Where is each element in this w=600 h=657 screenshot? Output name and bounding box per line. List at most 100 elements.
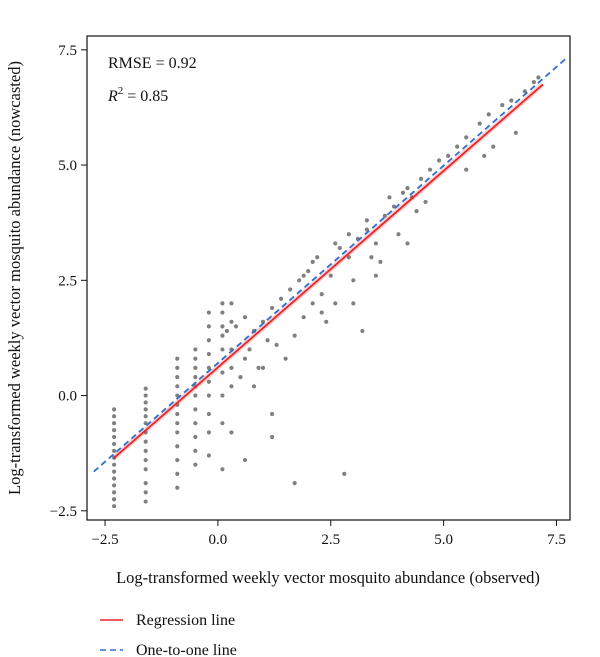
- data-point: [292, 481, 297, 486]
- data-point: [111, 483, 117, 488]
- data-point: [220, 324, 225, 329]
- y-tick-label: 2.5: [58, 273, 77, 289]
- data-point: [193, 448, 198, 453]
- y-tick-label: 5.0: [58, 158, 77, 174]
- y-axis: −2.5 0.0 2.5 5.0 7.5: [50, 43, 87, 520]
- data-point: [229, 384, 234, 389]
- data-point: [175, 457, 180, 463]
- data-point: [175, 421, 180, 426]
- data-point: [206, 430, 211, 435]
- data-point: [319, 310, 324, 315]
- data-point: [193, 393, 198, 398]
- data-point: [193, 434, 198, 440]
- regression-line: [113, 83, 544, 459]
- data-point: [220, 310, 225, 315]
- x-axis-title: Log-transformed weekly vector mosquito a…: [116, 568, 540, 587]
- data-point: [486, 112, 491, 117]
- data-point: [175, 485, 180, 490]
- plot-frame: [86, 35, 571, 521]
- data-point: [446, 153, 451, 158]
- rmse-annotation: RMSE = 0.92: [108, 55, 197, 72]
- data-point: [111, 448, 117, 453]
- data-point: [220, 421, 225, 426]
- data-point: [206, 393, 211, 398]
- data-point: [229, 365, 234, 370]
- data-point: [387, 195, 392, 200]
- data-point: [193, 462, 198, 467]
- data-point: [111, 490, 117, 495]
- data-point: [175, 375, 180, 380]
- data-point: [513, 130, 518, 135]
- data-point: [400, 190, 406, 195]
- data-point: [269, 411, 275, 417]
- data-point: [220, 333, 225, 338]
- data-point: [310, 301, 315, 306]
- legend-label-regression: Regression line: [136, 612, 235, 629]
- data-point: [111, 428, 117, 433]
- data-point: [247, 347, 252, 352]
- data-point: [206, 453, 211, 458]
- data-point: [143, 490, 148, 495]
- y-tick-label: −2.5: [50, 504, 77, 520]
- data-point: [242, 356, 248, 361]
- data-point: [229, 319, 234, 324]
- data-point: [238, 375, 243, 380]
- data-point: [111, 421, 117, 426]
- data-point: [206, 411, 211, 417]
- data-point: [143, 386, 148, 391]
- x-tick-label: 7.5: [547, 532, 566, 548]
- data-point: [251, 384, 257, 389]
- data-point: [482, 153, 487, 158]
- data-point: [351, 278, 356, 283]
- data-point: [111, 441, 117, 447]
- data-point: [351, 301, 356, 306]
- data-point: [297, 278, 302, 283]
- data-point: [509, 98, 514, 103]
- data-point: [269, 305, 275, 311]
- data-point: [143, 457, 148, 463]
- data-point: [283, 356, 288, 361]
- data-point: [193, 347, 198, 352]
- data-point: [242, 457, 248, 463]
- data-point: [256, 365, 261, 370]
- data-point: [418, 176, 424, 181]
- data-point: [143, 448, 148, 453]
- data-point: [405, 186, 410, 191]
- data-point: [373, 273, 378, 278]
- data-point: [333, 241, 338, 246]
- data-point: [206, 379, 211, 384]
- data-point: [265, 338, 270, 343]
- data-point: [346, 232, 351, 237]
- data-point: [193, 407, 198, 412]
- data-point: [369, 255, 374, 260]
- data-point: [260, 319, 266, 324]
- data-point: [220, 467, 225, 472]
- data-point: [111, 504, 117, 509]
- data-point: [360, 328, 365, 334]
- data-point: [346, 255, 351, 260]
- x-tick-label: 5.0: [434, 532, 453, 548]
- data-point: [477, 121, 482, 126]
- data-point: [175, 384, 180, 389]
- legend: Regression line One-to-one line: [100, 612, 237, 657]
- data-point: [531, 79, 536, 85]
- data-point: [396, 232, 401, 237]
- data-point: [175, 444, 180, 449]
- data-point: [364, 218, 369, 223]
- data-point: [306, 268, 311, 274]
- r2-symbol: R: [107, 88, 118, 105]
- data-point: [175, 471, 180, 477]
- data-point: [111, 469, 117, 474]
- data-point: [337, 245, 342, 251]
- data-point: [315, 255, 320, 260]
- data-point: [220, 301, 225, 306]
- data-point: [175, 411, 180, 417]
- data-point: [522, 89, 527, 94]
- data-point: [143, 467, 148, 472]
- data-point: [193, 365, 198, 370]
- data-point: [175, 356, 180, 361]
- data-point: [111, 497, 117, 502]
- x-tick-label: 2.5: [321, 532, 340, 548]
- data-point: [405, 241, 410, 246]
